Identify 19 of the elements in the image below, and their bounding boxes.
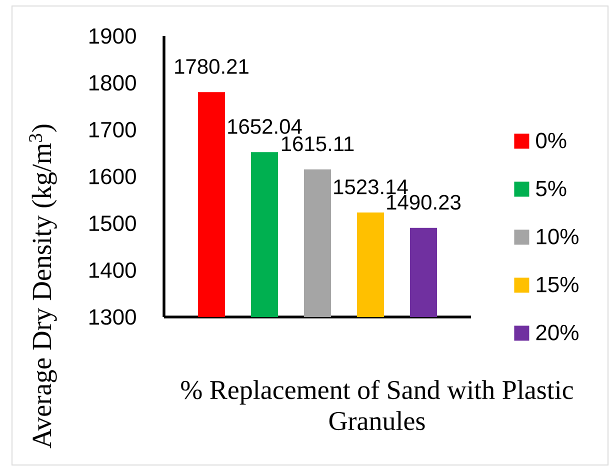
legend-label: 5% [536, 180, 566, 196]
data-label: 1652.04 [228, 119, 302, 134]
data-label: 1615.11 [282, 136, 354, 152]
legend-label: 0% [536, 132, 566, 148]
y-tick-label: 1900 [90, 28, 136, 44]
legend-label: 20% [536, 324, 578, 340]
legend-label: 15% [536, 276, 578, 292]
x-axis-title: % Replacement of Sand with Plastic Granules [181, 380, 574, 430]
legend-label: 10% [536, 228, 578, 244]
y-tick-label: 1300 [90, 309, 136, 325]
data-label: 1523.14 [334, 179, 408, 194]
y-tick-label: 1800 [90, 75, 136, 91]
data-label: 1490.23 [387, 194, 461, 210]
y-axis-title: Average Dry Density (kg/m$^{3}$) [29, 124, 57, 448]
y-tick-label: 1600 [90, 168, 136, 184]
y-tick-label: 1400 [90, 262, 136, 278]
y-tick-label: 1700 [90, 122, 136, 138]
data-label: 1780.21 [175, 59, 248, 74]
y-tick-label: 1500 [90, 216, 136, 232]
